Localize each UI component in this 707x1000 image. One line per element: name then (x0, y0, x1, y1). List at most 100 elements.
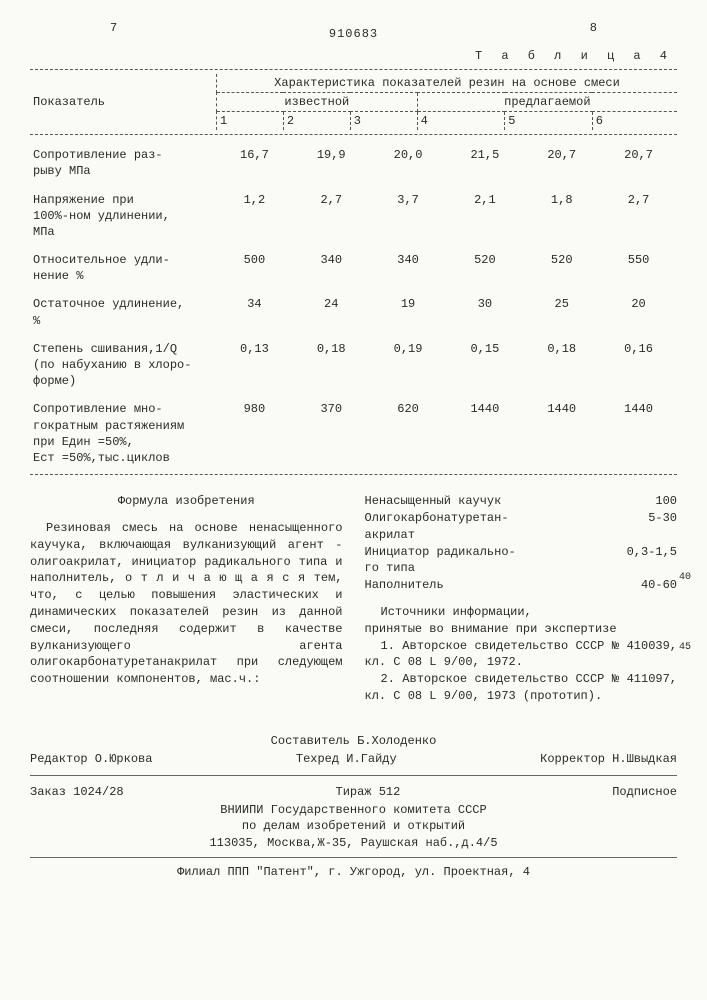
param-header: Показатель (33, 95, 105, 109)
component-name: Инициатор радикально- го типа (365, 544, 516, 578)
cell: 0,15 (446, 333, 523, 394)
table-row: Сопротивление раз- рыву МПа16,719,920,02… (30, 139, 677, 183)
cell: 20 (600, 288, 677, 332)
component-row: Наполнитель 40-60 (365, 577, 678, 594)
patent-number: 910683 (30, 26, 677, 42)
group-a-label: известной (284, 95, 349, 109)
cell: 0,18 (523, 333, 600, 394)
row-label: Напряжение при 100%-ном удлинении, МПа (30, 184, 216, 245)
table-row: Напряжение при 100%-ном удлинении, МПа1,… (30, 184, 677, 245)
col-1: 1 (217, 111, 284, 130)
cell: 19 (370, 288, 447, 332)
cell: 19,9 (293, 139, 370, 183)
components-list: Ненасыщенный каучук100Олигокарбонатурета… (365, 493, 678, 594)
divider (30, 134, 677, 135)
cell: 550 (600, 244, 677, 288)
divider (30, 775, 677, 776)
cell: 620 (370, 393, 447, 470)
org-line2: по делам изобретений и открытий (30, 818, 677, 834)
editor: Редактор О.Юркова (30, 751, 152, 767)
col-6: 6 (592, 111, 677, 130)
cell: 340 (293, 244, 370, 288)
cell: 0,16 (600, 333, 677, 394)
cell: 2,7 (600, 184, 677, 245)
component-row: Ненасыщенный каучук 100 (365, 493, 678, 510)
org-line1: ВНИИПИ Государственного комитета СССР (30, 802, 677, 818)
left-page-number: 7 (110, 20, 117, 36)
tirage: Тираж 512 (336, 784, 401, 800)
cell: 2,7 (293, 184, 370, 245)
cell: 1440 (523, 393, 600, 470)
component-row: Инициатор радикально- го типа 0,3-1,5 (365, 544, 678, 578)
cell: 340 (370, 244, 447, 288)
table-row: Остаточное удлинение, %342419302520 (30, 288, 677, 332)
col-5: 5 (505, 111, 593, 130)
component-name: Олигокарбонатуретан- акрилат (365, 510, 509, 544)
data-table-body: Сопротивление раз- рыву МПа16,719,920,02… (30, 139, 677, 470)
col-2: 2 (283, 111, 350, 130)
cell: 20,0 (370, 139, 447, 183)
cell: 20,7 (600, 139, 677, 183)
claim-text: Резиновая смесь на основе ненасыщенного … (30, 520, 343, 688)
col-3: 3 (350, 111, 417, 130)
divider (30, 474, 677, 475)
cell: 20,7 (523, 139, 600, 183)
component-name: Наполнитель (365, 577, 444, 594)
row-label: Остаточное удлинение, % (30, 288, 216, 332)
cell: 21,5 (446, 139, 523, 183)
cell: 2,1 (446, 184, 523, 245)
divider (30, 857, 677, 858)
address: 113035, Москва,Ж-35, Раушская наб.,д.4/5 (30, 835, 677, 851)
cell: 30 (446, 288, 523, 332)
col-4: 4 (417, 111, 505, 130)
techred: Техред И.Гайду (296, 751, 397, 767)
cell: 520 (446, 244, 523, 288)
component-value: 40-60 (641, 577, 677, 594)
references-title: Источники информации, принятые во вниман… (365, 604, 678, 638)
cell: 16,7 (216, 139, 293, 183)
corrector: Корректор Н.Швыдкая (540, 751, 677, 767)
reference-item: 2. Авторское свидетельство СССР № 411097… (365, 671, 678, 705)
row-label: Степень сшивания,1/Q (по набуханию в хло… (30, 333, 216, 394)
row-label: Относительное удли- нение % (30, 244, 216, 288)
cell: 34 (216, 288, 293, 332)
right-page-number: 8 (590, 20, 597, 36)
cell: 1440 (446, 393, 523, 470)
component-name: Ненасыщенный каучук (365, 493, 502, 510)
cell: 500 (216, 244, 293, 288)
cell: 0,19 (370, 333, 447, 394)
table-row: Относительное удли- нение %5003403405205… (30, 244, 677, 288)
row-label: Сопротивление мно- гократным растяжениям… (30, 393, 216, 470)
cell: 1,2 (216, 184, 293, 245)
row-label: Сопротивление раз- рыву МПа (30, 139, 216, 183)
references-list: 1. Авторское свидетельство СССР № 410039… (365, 638, 678, 705)
component-value: 100 (655, 493, 677, 510)
line-mark-40: 40 (679, 571, 691, 585)
table-row: Степень сшивания,1/Q (по набуханию в хло… (30, 333, 677, 394)
cell: 3,7 (370, 184, 447, 245)
cell: 520 (523, 244, 600, 288)
compiler: Составитель Б.Холоденко (30, 733, 677, 749)
credits-block: Составитель Б.Холоденко Редактор О.Юрков… (30, 733, 677, 880)
claim-title: Формула изобретения (30, 493, 343, 510)
cell: 1,8 (523, 184, 600, 245)
reference-item: 1. Авторское свидетельство СССР № 410039… (365, 638, 678, 672)
cell: 25 (523, 288, 600, 332)
line-mark-45: 45 (679, 641, 691, 655)
cell: 1440 (600, 393, 677, 470)
data-table: Показатель Характеристика показателей ре… (30, 74, 677, 131)
cell: 980 (216, 393, 293, 470)
divider (30, 69, 677, 70)
group-b-label: предлагаемой (504, 95, 590, 109)
component-value: 0,3-1,5 (627, 544, 677, 578)
component-row: Олигокарбонатуретан- акрилат 5-30 (365, 510, 678, 544)
cell: 24 (293, 288, 370, 332)
component-value: 5-30 (648, 510, 677, 544)
cell: 370 (293, 393, 370, 470)
cell: 0,13 (216, 333, 293, 394)
subscription: Подписное (612, 784, 677, 800)
table-label: Т а б л и ц а 4 (30, 48, 677, 64)
cell: 0,18 (293, 333, 370, 394)
filial: Филиал ППП "Патент", г. Ужгород, ул. Про… (30, 864, 677, 880)
order-no: Заказ 1024/28 (30, 784, 124, 800)
